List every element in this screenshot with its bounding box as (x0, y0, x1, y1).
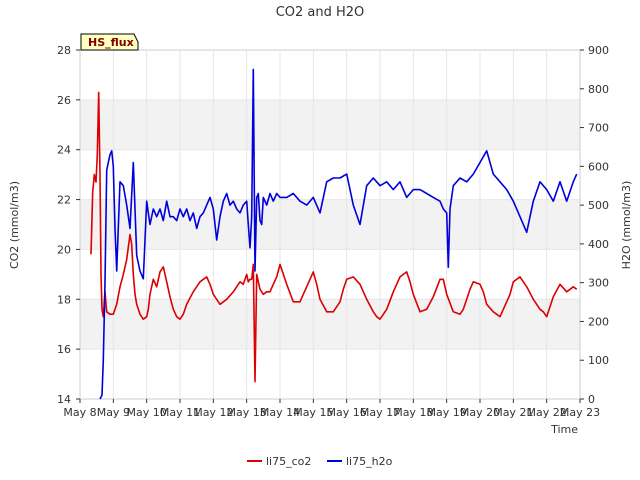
chart-title: CO2 and H2O (276, 5, 365, 20)
right-tick-label-9: 900 (588, 44, 609, 57)
series-line-li75_co2 (90, 91, 578, 383)
right-tick-label-4: 400 (588, 238, 609, 251)
right-tick-label-0: 0 (588, 393, 595, 406)
left-tick-label-5: 24 (57, 144, 71, 157)
left-tick-label-7: 28 (57, 44, 71, 57)
site-badge-box (80, 33, 139, 51)
left-tick-label-1: 16 (57, 343, 71, 356)
right-tick-label-1: 100 (588, 354, 609, 367)
legend-label-li75_co2: li75_co2 (266, 455, 311, 468)
right-axis-ticks: 0 100 200 300 400 500 600 700 800 900 (580, 44, 609, 406)
left-axis-ticks: 14 16 18 20 22 24 26 28 (57, 44, 80, 406)
x-tick-label-7: May 15 (293, 406, 333, 419)
right-tick-label-5: 500 (588, 199, 609, 212)
legend-label-li75_h2o: li75_h2o (346, 455, 393, 468)
series-group (90, 68, 578, 400)
series-line-li75_h2o (99, 68, 578, 400)
left-axis-label: CO2 (mmol/m3) (8, 181, 21, 269)
x-tick-label-13: May 21 (493, 406, 533, 419)
right-tick-label-6: 600 (588, 160, 609, 173)
x-tick-label-2: May 10 (127, 406, 167, 419)
right-tick-label-7: 700 (588, 122, 609, 135)
right-tick-label-2: 200 (588, 315, 609, 328)
plot-area-frame (79, 49, 581, 400)
x-tick-label-8: May 16 (327, 406, 367, 419)
x-tick-label-10: May 18 (393, 406, 433, 419)
band-2 (80, 99, 580, 150)
background-bands (80, 99, 580, 350)
right-axis-label: H2O (mmol/m3) (620, 181, 633, 270)
x-tick-label-14: May 22 (527, 406, 567, 419)
band-1 (80, 199, 580, 250)
left-tick-label-6: 26 (57, 94, 71, 107)
left-tick-label-2: 18 (57, 293, 71, 306)
x-tick-label-6: May 14 (260, 406, 300, 419)
x-axis-label: Time (550, 423, 578, 436)
x-tick-label-3: May 11 (160, 406, 200, 419)
x-tick-label-5: May 13 (227, 406, 267, 419)
legend: li75_co2 li75_h2o (247, 455, 393, 468)
right-tick-label-3: 300 (588, 277, 609, 290)
x-tick-label-9: May 17 (360, 406, 400, 419)
x-tick-label-4: May 12 (193, 406, 233, 419)
left-tick-label-4: 22 (57, 194, 71, 207)
site-badge: HS_flux (80, 33, 139, 51)
site-badge-text: HS_flux (88, 36, 134, 49)
x-tick-label-12: May 20 (460, 406, 500, 419)
x-tick-label-0: May 8 (63, 406, 96, 419)
x-tick-label-1: May 9 (97, 406, 130, 419)
x-tick-label-15: May 23 (560, 406, 600, 419)
band-0 (80, 299, 580, 350)
left-tick-label-3: 20 (57, 243, 71, 256)
left-tick-label-0: 14 (57, 393, 71, 406)
right-tick-label-8: 800 (588, 83, 609, 96)
x-tick-label-11: May 19 (427, 406, 467, 419)
